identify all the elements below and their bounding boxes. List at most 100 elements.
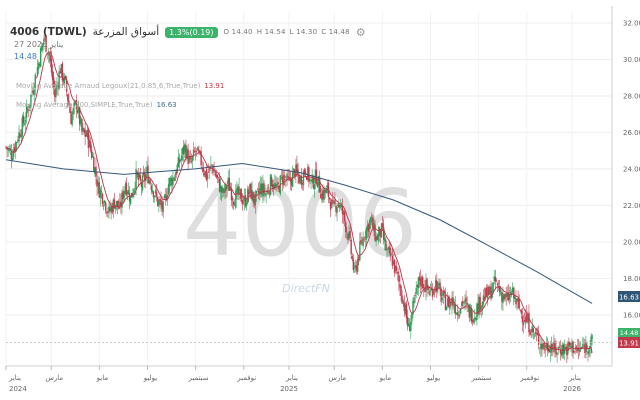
x-tick-label: نوفمبر [236, 374, 256, 382]
candle-body [176, 164, 178, 173]
candle-body [216, 174, 219, 178]
candle-body [396, 266, 398, 271]
candle-body [376, 236, 378, 240]
candle-body [163, 196, 165, 199]
candle-body [415, 287, 417, 294]
candle-body [26, 109, 29, 110]
candle-body [435, 279, 437, 292]
candle-body [360, 240, 362, 243]
candle-body [79, 107, 81, 125]
last-tag: 14.48 [620, 329, 639, 337]
candle-body [30, 94, 32, 106]
candle-body [99, 189, 102, 198]
candle-body [466, 302, 468, 305]
candle-body [35, 77, 38, 79]
candle-body [175, 172, 177, 175]
indicator-alma[interactable]: Moving Average Arnaud Legoux(21,0.85,6,T… [16, 82, 224, 90]
candle-body [125, 182, 128, 195]
candle-body [354, 265, 357, 268]
indicator-sma-value: 16.63 [156, 101, 177, 109]
y-tick-label: 28.00 [623, 92, 640, 100]
candle-body [555, 347, 557, 355]
candle-body [449, 300, 451, 310]
candle-body [224, 183, 226, 193]
candle-body [162, 201, 164, 213]
candle-body [399, 284, 401, 288]
candle-body [417, 277, 420, 289]
candle-body [508, 293, 511, 300]
candle-body [367, 223, 370, 232]
candle-body [570, 346, 572, 348]
candle-body [562, 344, 565, 354]
candle-body [464, 299, 466, 304]
indicator-alma-value: 13.91 [204, 82, 225, 90]
candle-body [381, 223, 384, 228]
candle-body [28, 110, 30, 111]
candle-body [450, 301, 452, 303]
candle-body [284, 176, 286, 178]
candle-body [81, 118, 83, 132]
candle-body [530, 334, 532, 336]
candle-body [149, 180, 151, 184]
candle-body [320, 193, 322, 199]
candle-body [11, 157, 14, 160]
candle-body [152, 191, 155, 198]
candle-body [394, 265, 397, 272]
candle-body [247, 188, 249, 204]
candle-body [273, 184, 275, 190]
candle-body [378, 226, 381, 236]
candle-body [85, 134, 87, 137]
candle-body [485, 287, 488, 297]
y-tick-label: 20.00 [623, 238, 640, 246]
candle-body [31, 92, 33, 93]
candle-body [63, 76, 66, 84]
candle-body [480, 306, 482, 310]
candle-body [532, 328, 534, 333]
candle-body [191, 156, 194, 162]
candle-body [469, 307, 472, 317]
candle-body [444, 295, 447, 311]
candle-body [93, 156, 95, 173]
candle-body [328, 197, 331, 200]
candle-body [571, 341, 573, 349]
candle-body [32, 90, 34, 93]
candle-body [345, 221, 347, 232]
candle-body [20, 135, 22, 138]
candle-body [282, 174, 285, 185]
candle-body [557, 346, 559, 351]
x-tick-label: مارس [45, 374, 63, 382]
candle-body [400, 285, 402, 296]
candle-body [265, 194, 267, 196]
candle-body [243, 196, 246, 202]
candle-body [341, 206, 344, 215]
candle-body [157, 196, 159, 206]
candle-body [476, 304, 478, 320]
candle-body [307, 166, 309, 180]
candle-body [431, 289, 434, 297]
candle-body [29, 104, 31, 108]
candle-body [139, 175, 142, 181]
candle-body [336, 207, 338, 214]
candle-body [228, 177, 231, 191]
candle-body [62, 78, 65, 82]
candle-body [217, 176, 220, 178]
candle-body [509, 291, 512, 295]
candle-body [64, 75, 67, 79]
candle-body [538, 334, 540, 345]
candle-body [90, 149, 93, 158]
candle-body [94, 167, 96, 175]
candle-body [245, 203, 248, 206]
candle-body [253, 199, 255, 204]
candle-body [451, 297, 453, 306]
candle-body [288, 177, 291, 179]
candle-body [234, 205, 236, 207]
candle-body [88, 139, 91, 148]
candle-body [513, 287, 515, 299]
candle-body [517, 298, 519, 302]
candle-body [221, 187, 223, 193]
low-value: L 14.30 [289, 28, 318, 36]
gear-icon[interactable]: ⚙ [355, 25, 366, 39]
indicator-sma[interactable]: Moving Average(200,SIMPLE,True,True) 16.6… [16, 101, 177, 109]
candle-body [576, 347, 579, 352]
